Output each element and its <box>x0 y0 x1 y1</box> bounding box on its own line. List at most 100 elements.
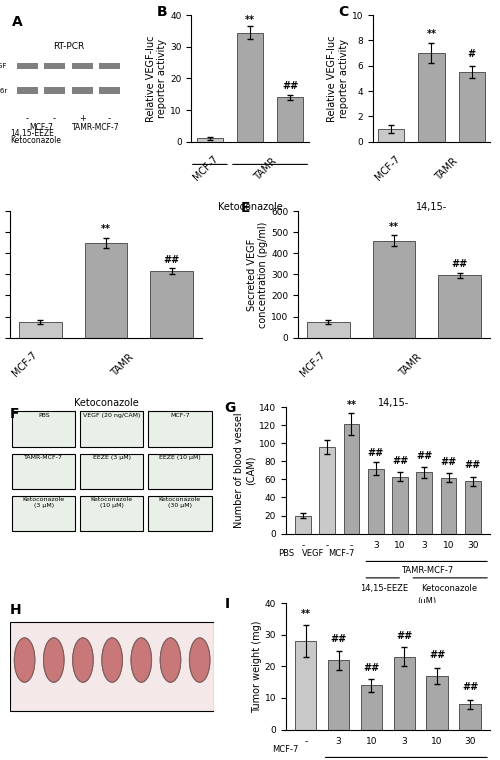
Text: 30: 30 <box>467 541 478 550</box>
Text: 30: 30 <box>464 737 476 746</box>
Text: TAMR: TAMR <box>110 353 136 378</box>
Bar <box>148 496 212 531</box>
Text: 10: 10 <box>366 737 377 746</box>
Bar <box>12 411 76 447</box>
Bar <box>197 138 223 141</box>
Y-axis label: Tumor weight (mg): Tumor weight (mg) <box>252 620 262 713</box>
Text: Ketoconazole
(3 μM): Ketoconazole (3 μM) <box>22 497 65 508</box>
Bar <box>392 477 408 534</box>
Ellipse shape <box>102 638 122 682</box>
Text: -: - <box>304 737 308 746</box>
Bar <box>344 424 359 534</box>
Text: PBS: PBS <box>38 413 50 418</box>
Bar <box>18 321 62 337</box>
Bar <box>80 496 144 531</box>
Text: Ketoconazole
(10 μM): Ketoconazole (10 μM) <box>90 497 133 508</box>
Bar <box>465 481 480 534</box>
Bar <box>237 33 263 141</box>
Bar <box>80 411 144 447</box>
Text: G: G <box>224 401 236 415</box>
Bar <box>394 657 415 730</box>
Text: **: ** <box>389 222 399 233</box>
Text: MCF-7: MCF-7 <box>298 350 326 378</box>
Text: **: ** <box>426 29 436 40</box>
Text: ##: ## <box>429 650 446 660</box>
Text: ##: ## <box>452 259 468 269</box>
Ellipse shape <box>44 638 64 682</box>
Text: TAMR-MCF-7: TAMR-MCF-7 <box>72 122 120 131</box>
Text: ##: ## <box>464 461 481 470</box>
Text: VEGF: VEGF <box>302 549 324 558</box>
Text: F: F <box>10 407 20 421</box>
Bar <box>416 472 432 534</box>
Text: ##: ## <box>330 635 346 644</box>
Text: **: ** <box>101 224 111 234</box>
Text: ##: ## <box>396 631 412 641</box>
Bar <box>440 477 456 534</box>
Text: TAMR: TAMR <box>434 157 460 183</box>
Text: **: ** <box>346 400 356 410</box>
Text: (μM): (μM) <box>417 597 436 606</box>
Text: VEGF (20 ng/CAM): VEGF (20 ng/CAM) <box>83 413 140 418</box>
Ellipse shape <box>160 638 180 682</box>
Y-axis label: Number of blood vessel
(CAM): Number of blood vessel (CAM) <box>234 413 256 528</box>
Text: **: ** <box>245 14 255 24</box>
Bar <box>277 97 303 141</box>
Text: H: H <box>10 603 22 617</box>
Text: **: ** <box>300 609 310 619</box>
Text: 3: 3 <box>336 737 342 746</box>
Bar <box>328 660 349 730</box>
Text: MCF-7: MCF-7 <box>170 413 190 418</box>
Ellipse shape <box>190 638 210 682</box>
Text: TAMR: TAMR <box>398 353 424 378</box>
Y-axis label: Relative VEGF-luc
reporter activity: Relative VEGF-luc reporter activity <box>328 35 349 122</box>
Text: 10: 10 <box>432 737 443 746</box>
Text: Ketoconazole: Ketoconazole <box>10 136 61 145</box>
Text: TAMR: TAMR <box>252 157 278 183</box>
Bar <box>148 411 212 447</box>
Text: EEZE (10 μM): EEZE (10 μM) <box>159 454 200 460</box>
Ellipse shape <box>190 638 210 682</box>
Bar <box>12 454 76 489</box>
Ellipse shape <box>72 638 93 682</box>
Text: TAMR-MCF-7: TAMR-MCF-7 <box>24 454 63 460</box>
Bar <box>426 676 448 730</box>
Text: Ketoconazole: Ketoconazole <box>421 584 477 594</box>
Ellipse shape <box>44 638 64 682</box>
Text: MCF-7: MCF-7 <box>10 350 38 378</box>
Text: -: - <box>302 541 304 550</box>
Ellipse shape <box>102 638 122 682</box>
Text: 14,15-EEZE: 14,15-EEZE <box>360 584 408 594</box>
Text: MCF-7: MCF-7 <box>192 154 220 183</box>
Text: -: - <box>326 541 329 550</box>
Ellipse shape <box>131 638 152 682</box>
Bar <box>150 271 194 337</box>
Text: ##: ## <box>364 663 380 673</box>
Bar <box>10 622 214 711</box>
Bar <box>460 705 480 730</box>
Text: 3: 3 <box>373 541 378 550</box>
Text: ##: ## <box>282 81 298 91</box>
Y-axis label: Relative VEGF-luc
reporter activity: Relative VEGF-luc reporter activity <box>146 35 168 122</box>
Bar <box>372 241 416 337</box>
Text: 3: 3 <box>402 737 407 746</box>
Ellipse shape <box>131 638 152 682</box>
Text: Ketoconazole: Ketoconazole <box>74 398 138 408</box>
Ellipse shape <box>72 638 93 682</box>
Text: ##: ## <box>368 448 384 458</box>
Bar <box>12 496 76 531</box>
Text: TAMR-MCF-7: TAMR-MCF-7 <box>400 566 453 575</box>
Text: -: - <box>108 115 111 123</box>
Text: #: # <box>468 49 475 59</box>
Bar <box>148 454 212 489</box>
Ellipse shape <box>160 638 180 682</box>
Bar <box>438 275 482 337</box>
Text: ##: ## <box>392 456 408 466</box>
Text: MCF-7: MCF-7 <box>328 549 354 558</box>
Text: 10: 10 <box>443 541 454 550</box>
Bar <box>295 515 311 534</box>
Y-axis label: Secreted VEGF
concentration (pg/ml): Secreted VEGF concentration (pg/ml) <box>246 221 268 328</box>
Bar <box>418 53 444 141</box>
Text: MCF-7: MCF-7 <box>272 745 299 754</box>
Text: +: + <box>79 115 86 123</box>
